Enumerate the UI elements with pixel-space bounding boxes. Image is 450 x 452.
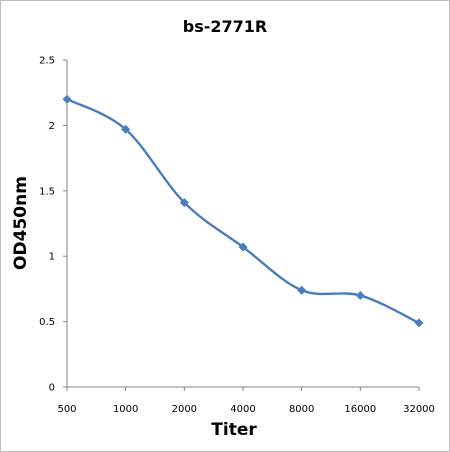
x-tick-label: 4000 xyxy=(230,404,255,415)
x-axis-ticks: 500 1000 2000 4000 8000 16000 32000 xyxy=(57,387,435,415)
y-tick-label: 2.5 xyxy=(39,56,55,67)
x-axis-title: Titer xyxy=(211,420,257,440)
data-point-marker xyxy=(238,242,248,252)
y-tick-label: 0.5 xyxy=(39,317,55,328)
y-tick-label: 0 xyxy=(49,383,55,394)
y-tick-label: 2 xyxy=(49,121,55,132)
x-tick-label: 1000 xyxy=(113,404,138,415)
y-axis-title: OD450nm xyxy=(11,176,31,270)
data-markers xyxy=(62,94,424,328)
x-tick-label: 500 xyxy=(57,404,76,415)
data-point-marker xyxy=(62,94,72,104)
data-point-marker xyxy=(121,124,131,134)
series-line xyxy=(65,98,421,325)
y-tick-label: 1 xyxy=(49,252,55,263)
y-axis-ticks: 0 0.5 1 1.5 2 2.5 xyxy=(39,56,67,394)
x-tick-label: 16000 xyxy=(344,404,376,415)
y-tick-label: 1.5 xyxy=(39,186,55,197)
x-tick-label: 8000 xyxy=(289,404,314,415)
x-tick-label: 32000 xyxy=(403,404,435,415)
chart-title: bs-2771R xyxy=(183,17,267,36)
x-tick-label: 2000 xyxy=(172,404,197,415)
data-point-marker xyxy=(297,285,307,295)
data-point-marker xyxy=(179,198,189,208)
data-point-marker xyxy=(355,290,365,300)
data-point-marker xyxy=(414,318,424,328)
